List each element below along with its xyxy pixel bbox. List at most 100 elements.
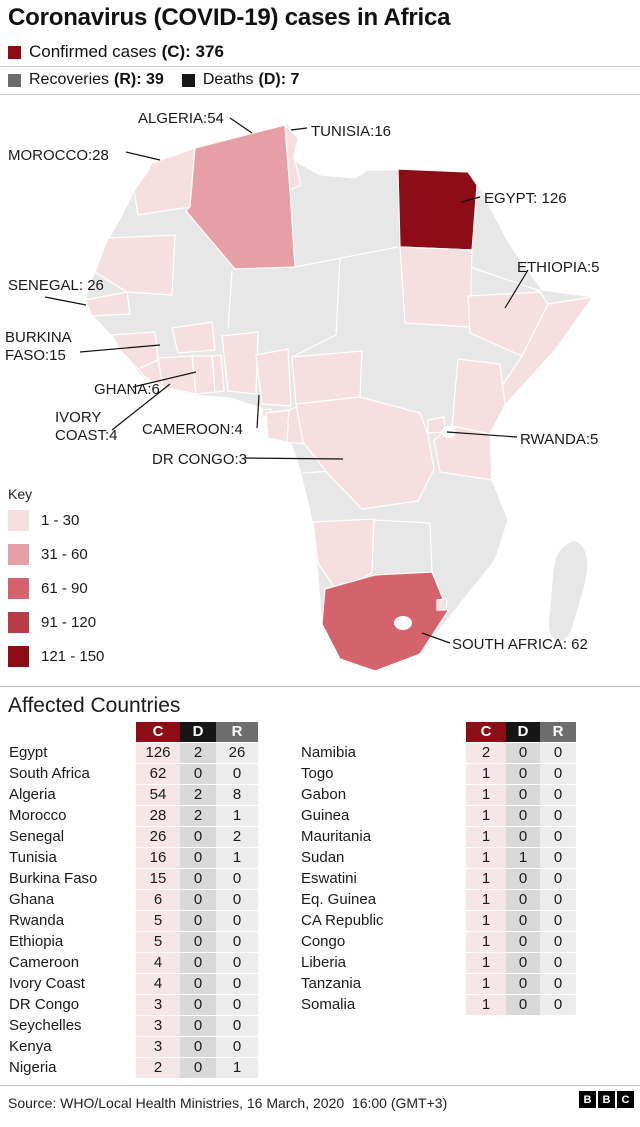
- recoveries-cell: 0: [540, 995, 576, 1015]
- divider: [0, 1085, 640, 1086]
- map-label-ivory-coast: IVORY COAST:4: [55, 409, 118, 444]
- table-row: Guinea 1 0 0: [300, 806, 576, 826]
- table-row: South Africa 62 0 0: [8, 764, 258, 784]
- table-row: Sudan 1 1 0: [300, 848, 576, 868]
- recoveries-cell: 0: [540, 932, 576, 952]
- country-name-cell: Congo: [300, 932, 466, 952]
- deaths-cell: 0: [506, 869, 540, 889]
- deaths-value: (D): 7: [258, 71, 300, 88]
- table-row: Mauritania 1 0 0: [300, 827, 576, 847]
- country-name-cell: Eq. Guinea: [300, 890, 466, 910]
- country-name-cell: Tanzania: [300, 974, 466, 994]
- confirmed-cell: 3: [136, 1016, 180, 1036]
- country-eswatini: [436, 598, 448, 611]
- recoveries-cell: 0: [216, 1037, 258, 1057]
- table-row: Senegal 26 0 2: [8, 827, 258, 847]
- country-south-africa: [321, 571, 449, 672]
- confirmed-value: (C): 376: [161, 42, 224, 61]
- table-row: CA Republic 1 0 0: [300, 911, 576, 931]
- recoveries-cell: 0: [540, 848, 576, 868]
- recoveries-swatch: [8, 73, 21, 87]
- recoveries-cell: 0: [540, 911, 576, 931]
- country-name-cell: Seychelles: [8, 1016, 136, 1036]
- deaths-cell: 0: [180, 869, 216, 889]
- confirmed-cell: 1: [466, 806, 506, 826]
- bbc-logo-letter: B: [579, 1091, 596, 1108]
- country-morocco: [133, 147, 196, 216]
- key-title: Key: [8, 486, 33, 502]
- recoveries-cell: 26: [216, 743, 258, 763]
- africa-map: [0, 95, 640, 690]
- key-swatch-5: [8, 646, 29, 667]
- confirmed-cell: 126: [136, 743, 180, 763]
- deaths-cell: 0: [506, 827, 540, 847]
- table-row: Burkina Faso 15 0 0: [8, 869, 258, 889]
- table-row: Namibia 2 0 0: [300, 743, 576, 763]
- map-label-south-africa: SOUTH AFRICA: 62: [452, 636, 588, 653]
- map-label-morocco: MOROCCO:28: [8, 147, 109, 164]
- confirmed-cell: 3: [136, 1037, 180, 1057]
- deaths-cell: 0: [506, 785, 540, 805]
- deaths-label: Deaths: [202, 71, 254, 88]
- deaths-cell: 0: [506, 953, 540, 973]
- deaths-cell: 0: [180, 953, 216, 973]
- confirmed-cell: 62: [136, 764, 180, 784]
- deaths-cell: 0: [506, 743, 540, 763]
- key-swatch-1: [8, 510, 29, 531]
- recoveries-cell: 0: [216, 995, 258, 1015]
- country-tunisia: [284, 123, 302, 191]
- deaths-cell: 0: [506, 911, 540, 931]
- deaths-summary: Deaths (D): 7: [181, 71, 300, 89]
- country-name-cell: Egypt: [8, 743, 136, 763]
- deaths-cell: 0: [506, 974, 540, 994]
- country-name-cell: Kenya: [8, 1037, 136, 1057]
- recoveries-cell: 0: [216, 911, 258, 931]
- recoveries-cell: 0: [540, 743, 576, 763]
- recoveries-cell: 0: [540, 764, 576, 784]
- page-title: Coronavirus (COVID-19) cases in Africa: [8, 4, 451, 31]
- recoveries-cell: 0: [216, 1016, 258, 1036]
- header-deaths: D: [506, 722, 540, 742]
- deaths-cell: 2: [180, 806, 216, 826]
- country-name-cell: Guinea: [300, 806, 466, 826]
- confirmed-cell: 1: [466, 848, 506, 868]
- deaths-cell: 0: [180, 932, 216, 952]
- confirmed-cell: 1: [466, 827, 506, 847]
- affected-countries-heading: Affected Countries: [8, 694, 181, 717]
- country-name-cell: Togo: [300, 764, 466, 784]
- confirmed-cell: 26: [136, 827, 180, 847]
- deaths-cell: 2: [180, 743, 216, 763]
- key-item: 1 - 30: [8, 510, 104, 531]
- country-central-african-republic: [291, 350, 363, 405]
- confirmed-cell: 15: [136, 869, 180, 889]
- table-row: Ghana 6 0 0: [8, 890, 258, 910]
- deaths-cell: 0: [506, 764, 540, 784]
- map-label-algeria: ALGERIA:54: [138, 110, 224, 127]
- country-name-cell: DR Congo: [8, 995, 136, 1015]
- header-spacer: [8, 722, 136, 742]
- confirmed-cell: 16: [136, 848, 180, 868]
- deaths-swatch: [181, 73, 195, 87]
- deaths-cell: 0: [180, 827, 216, 847]
- key-item: 121 - 150: [8, 646, 104, 667]
- confirmed-cell: 6: [136, 890, 180, 910]
- map-label-rwanda: RWANDA:5: [520, 431, 599, 448]
- map-label-ghana: GHANA:6: [94, 381, 160, 398]
- country-name-cell: CA Republic: [300, 911, 466, 931]
- country-name-cell: Gabon: [300, 785, 466, 805]
- map-label-cameroon: CAMEROON:4: [142, 421, 243, 438]
- key-item: 31 - 60: [8, 544, 104, 565]
- table-row: Tanzania 1 0 0: [300, 974, 576, 994]
- map-label-senegal: SENEGAL: 26: [8, 277, 104, 294]
- key-item: 91 - 120: [8, 612, 104, 633]
- confirmed-cell: 1: [466, 785, 506, 805]
- key-range-3: 61 - 90: [41, 580, 88, 597]
- table-header-row: C D R: [300, 722, 576, 742]
- table-row: Morocco 28 2 1: [8, 806, 258, 826]
- deaths-cell: 0: [180, 1016, 216, 1036]
- recoveries-cell: 8: [216, 785, 258, 805]
- deaths-cell: 2: [180, 785, 216, 805]
- confirmed-cell: 5: [136, 932, 180, 952]
- deaths-cell: 0: [180, 890, 216, 910]
- table-row: Eswatini 1 0 0: [300, 869, 576, 889]
